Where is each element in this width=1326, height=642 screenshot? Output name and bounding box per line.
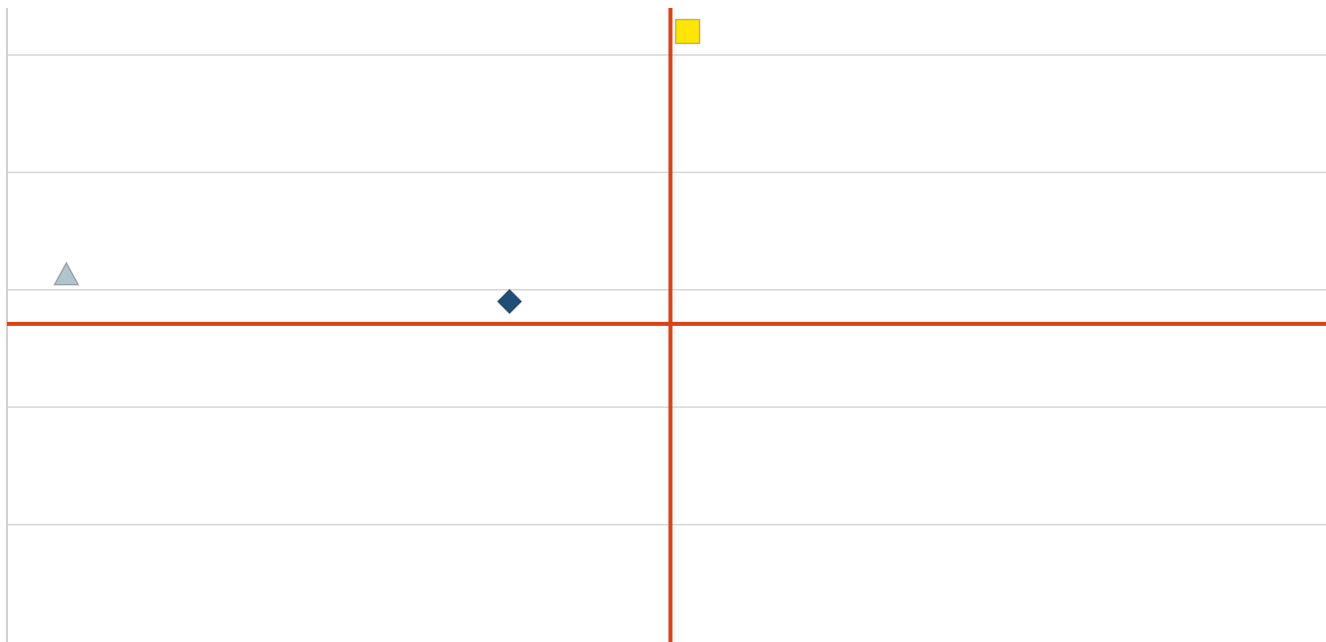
point — [496, 288, 523, 315]
point — [53, 261, 80, 286]
point — [674, 18, 701, 45]
